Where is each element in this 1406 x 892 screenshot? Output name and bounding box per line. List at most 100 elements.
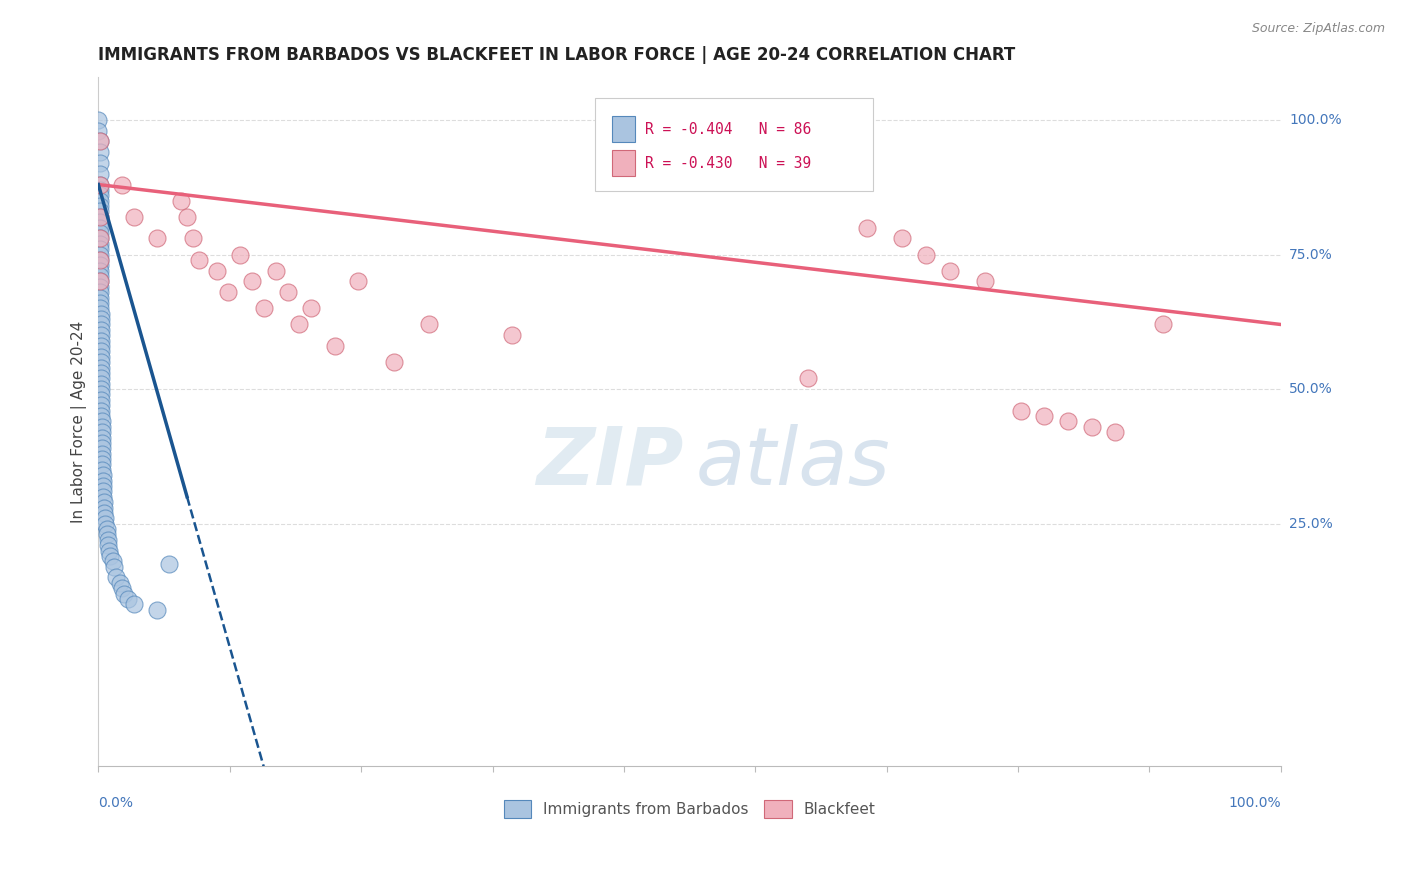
Point: [90, 458, 112, 472]
Point: [93, 495, 115, 509]
Point: [98, 549, 121, 563]
Point: [90, 328, 112, 343]
Point: [323, 339, 346, 353]
Point: [146, 231, 169, 245]
Text: 100.0%: 100.0%: [1229, 797, 1281, 811]
Point: [89, 156, 111, 170]
Point: [90, 339, 112, 353]
Point: [974, 275, 997, 289]
Point: [89, 167, 111, 181]
Point: [90, 387, 112, 401]
Point: [89, 210, 111, 224]
Point: [103, 559, 125, 574]
Point: [1104, 425, 1126, 439]
Point: [299, 301, 322, 316]
Point: [170, 194, 193, 208]
Point: [89, 275, 111, 289]
Point: [1057, 414, 1080, 428]
Point: [89, 236, 111, 251]
Point: [101, 554, 124, 568]
Point: [89, 263, 111, 277]
Point: [90, 344, 112, 359]
Point: [90, 425, 112, 439]
Point: [90, 398, 112, 412]
Point: [89, 252, 111, 267]
Point: [89, 183, 111, 197]
Point: [91, 490, 114, 504]
Point: [97, 533, 120, 547]
Text: 25.0%: 25.0%: [1289, 516, 1333, 531]
Text: atlas: atlas: [696, 424, 890, 501]
Point: [89, 188, 111, 202]
Point: [90, 323, 112, 337]
Text: 50.0%: 50.0%: [1289, 382, 1333, 396]
Point: [187, 252, 209, 267]
Point: [176, 210, 198, 224]
Point: [89, 194, 111, 208]
Point: [89, 280, 111, 294]
Point: [1033, 409, 1056, 423]
Point: [89, 220, 111, 235]
Text: R = -0.404   N = 86: R = -0.404 N = 86: [645, 121, 811, 136]
Point: [146, 603, 169, 617]
Point: [181, 231, 204, 245]
Point: [111, 178, 134, 192]
Point: [97, 538, 120, 552]
Point: [87, 112, 110, 127]
Point: [90, 366, 112, 380]
Point: [89, 275, 111, 289]
Point: [89, 231, 111, 245]
FancyBboxPatch shape: [595, 97, 873, 191]
Point: [418, 318, 440, 332]
Point: [217, 285, 239, 300]
Point: [89, 215, 111, 229]
Point: [89, 178, 111, 192]
Point: [229, 247, 252, 261]
Point: [112, 586, 135, 600]
Point: [1010, 403, 1032, 417]
Point: [89, 252, 111, 267]
Point: [288, 318, 311, 332]
Point: [90, 371, 112, 385]
Point: [90, 318, 112, 332]
Point: [87, 124, 110, 138]
Point: [96, 522, 118, 536]
Point: [90, 414, 112, 428]
Point: [89, 178, 111, 192]
Point: [89, 291, 111, 305]
Point: [205, 263, 228, 277]
Point: [347, 275, 370, 289]
Point: [91, 479, 114, 493]
Point: [90, 392, 112, 407]
Point: [89, 301, 111, 316]
Point: [277, 285, 299, 300]
Point: [264, 263, 287, 277]
FancyBboxPatch shape: [612, 116, 636, 143]
Point: [89, 199, 111, 213]
Point: [90, 382, 112, 396]
Point: [94, 516, 117, 531]
Point: [89, 210, 111, 224]
Text: 75.0%: 75.0%: [1289, 247, 1333, 261]
Point: [938, 263, 960, 277]
Point: [89, 231, 111, 245]
Point: [501, 328, 523, 343]
Text: R = -0.430   N = 39: R = -0.430 N = 39: [645, 155, 811, 170]
Point: [89, 145, 111, 160]
Point: [91, 468, 114, 483]
Point: [90, 419, 112, 434]
Point: [90, 452, 112, 467]
Point: [90, 360, 112, 375]
Point: [117, 592, 139, 607]
Point: [90, 350, 112, 364]
Point: [90, 442, 112, 456]
Point: [90, 376, 112, 391]
Point: [90, 409, 112, 423]
Point: [93, 500, 115, 515]
Point: [89, 135, 111, 149]
Point: [90, 403, 112, 417]
Point: [108, 575, 131, 590]
Point: [1152, 318, 1174, 332]
Point: [89, 296, 111, 310]
Point: [90, 355, 112, 369]
